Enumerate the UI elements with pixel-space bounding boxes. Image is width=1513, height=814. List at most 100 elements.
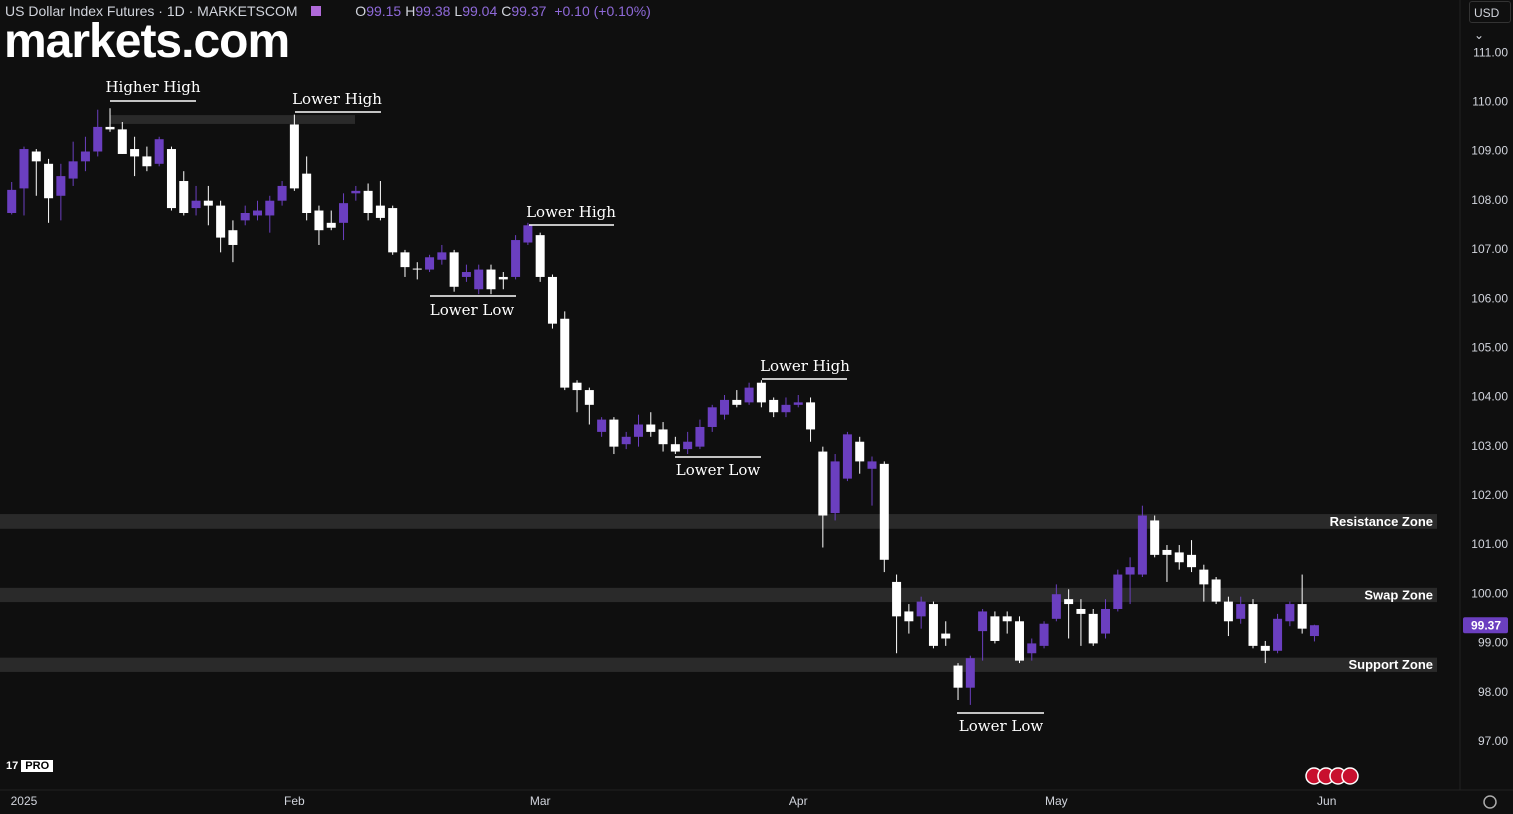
candle-body [916, 601, 926, 617]
candle-body [44, 163, 54, 199]
candle-body [511, 240, 521, 277]
settings-icon[interactable] [1483, 795, 1497, 809]
candle-body [130, 149, 140, 157]
candle-body [117, 129, 127, 154]
y-tick-label: 111.00 [1473, 45, 1508, 59]
ohlc-label: H [405, 3, 416, 19]
candle-body [707, 407, 717, 427]
candle-body [695, 426, 705, 447]
ohlc-value: 99.04 [462, 3, 498, 19]
candle-body [597, 419, 607, 432]
candle-body [793, 402, 803, 405]
flag-icon [311, 6, 322, 16]
candle-body [1309, 625, 1319, 637]
annotation: Lower High [760, 357, 850, 375]
candle-body [584, 390, 594, 405]
candle-body [154, 139, 164, 164]
level-band [110, 115, 355, 124]
y-tick-label: 102.00 [1471, 488, 1508, 502]
currency-select[interactable]: USD ⌄ [1469, 1, 1511, 42]
change: +0.10 (+0.10%) [554, 3, 651, 19]
candle-body [265, 200, 275, 216]
zone [0, 657, 1437, 672]
candle-body [19, 149, 29, 189]
candle-body [670, 444, 680, 452]
y-tick-label: 99.00 [1478, 636, 1508, 650]
candle-body [179, 181, 189, 213]
y-tick-label: 105.00 [1471, 340, 1508, 354]
zone-label: Resistance Zone [1330, 514, 1433, 529]
candle-body [302, 173, 312, 213]
candle-body [68, 161, 78, 179]
candle-body [560, 318, 570, 388]
y-tick-label: 97.00 [1478, 734, 1508, 748]
ohlc: O99.15 H99.38 L99.04 C99.37 [355, 3, 550, 19]
candle-body [400, 252, 410, 268]
candle-body [461, 272, 471, 277]
candle-body [1223, 601, 1233, 622]
candle-body [941, 633, 951, 639]
candle-body [1162, 549, 1172, 555]
annotation: Lower Low [959, 717, 1044, 735]
candle-body [720, 399, 730, 415]
candle-body [535, 235, 545, 277]
candle-body [855, 441, 865, 462]
candle-body [1051, 594, 1061, 619]
candle-body [523, 225, 533, 243]
candle-body [1273, 618, 1283, 651]
candle-body [228, 230, 238, 245]
last-price-label: 99.37 [1471, 618, 1501, 632]
y-tick-label: 104.00 [1471, 390, 1508, 404]
candle-body [56, 176, 66, 196]
candle-body [867, 461, 877, 469]
candle-body [498, 276, 508, 280]
candle-body [928, 604, 938, 646]
candle-body [191, 200, 201, 209]
candle-body [658, 429, 668, 445]
tv-logo: 17 PRO [6, 760, 54, 772]
y-tick-label: 100.00 [1471, 586, 1508, 600]
y-tick-label: 107.00 [1471, 242, 1508, 256]
candle-body [1260, 645, 1270, 651]
y-tick-label: 108.00 [1471, 193, 1508, 207]
candle-body [277, 185, 287, 201]
candle-body [1248, 604, 1258, 646]
badge: PRO [21, 760, 54, 772]
candle-body [633, 424, 643, 437]
y-tick-label: 109.00 [1471, 144, 1508, 158]
candle-body [166, 149, 176, 209]
candle-body [1236, 604, 1246, 619]
y-tick-label: 98.00 [1478, 685, 1508, 699]
candle-body [1088, 613, 1098, 644]
candle-body [683, 441, 693, 450]
event-flags [1305, 767, 1359, 785]
candle-body [105, 126, 115, 130]
candle-body [1064, 599, 1074, 605]
candle-body [351, 190, 361, 194]
candle-body [1014, 621, 1024, 661]
currency: USD [1474, 6, 1500, 20]
candle-body [412, 268, 422, 270]
ohlc-value: 99.38 [415, 3, 451, 19]
candle-body [769, 399, 779, 413]
candle-body [646, 424, 656, 432]
candle-body [609, 419, 619, 447]
x-tick-label: 2025 [11, 794, 38, 808]
candle-body [879, 463, 889, 560]
candle-body [203, 200, 213, 206]
candle-body [1039, 623, 1049, 646]
candle-body [339, 203, 349, 223]
candle-body [1002, 616, 1012, 622]
candle-body [572, 382, 582, 391]
candle-body [990, 616, 1000, 641]
logo: markets.com [4, 15, 290, 68]
zone [0, 514, 1437, 529]
candle-body [1027, 643, 1037, 654]
symbol-title: US Dollar Index Futures · 1D · MARKETSCO… [5, 3, 298, 19]
candle-body [7, 189, 17, 213]
candle-body [388, 208, 398, 253]
candle-body [892, 581, 902, 617]
candle-body [314, 210, 324, 231]
x-tick-label: Mar [530, 794, 551, 808]
y-tick-label: 103.00 [1471, 439, 1508, 453]
